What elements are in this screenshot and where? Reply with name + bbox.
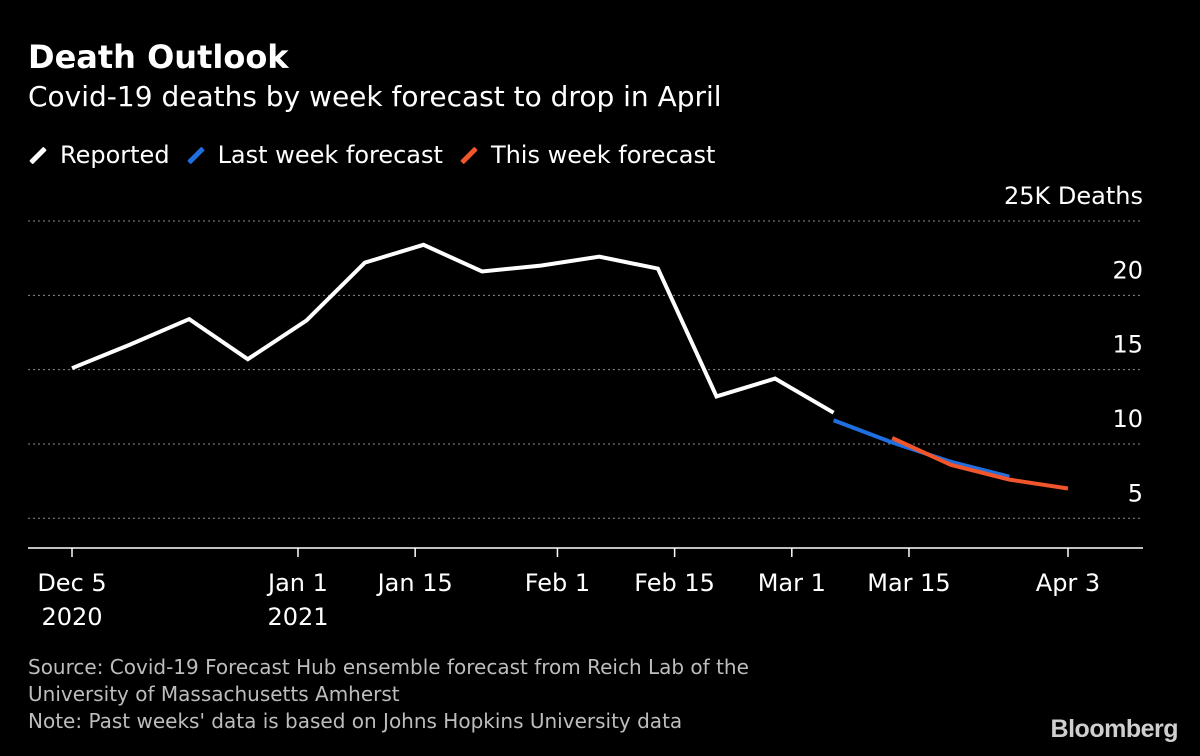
- chart-title: Death Outlook: [28, 38, 289, 76]
- series-line-this-week-forecast: [891, 436, 1069, 491]
- note-line: Note: Past weeks' data is based on Johns…: [28, 709, 683, 733]
- source-line-1: Source: Covid-19 Forecast Hub ensemble f…: [28, 655, 749, 679]
- x-tick-label: Jan 1: [266, 569, 328, 597]
- source-line-2: University of Massachusetts Amherst: [28, 682, 400, 706]
- legend-item-reported: Reported: [28, 141, 170, 169]
- x-tick-label: Apr 3: [1036, 569, 1100, 597]
- series-line-last-week-forecast: [832, 418, 1010, 479]
- legend-label-this-week-forecast: This week forecast: [490, 141, 716, 169]
- x-tick-label: Feb 15: [634, 569, 715, 597]
- legend-label-last-week-forecast: Last week forecast: [217, 141, 443, 169]
- x-tick-label: Mar 1: [758, 569, 826, 597]
- chart-subtitle: Covid-19 deaths by week forecast to drop…: [28, 80, 722, 113]
- chart-legend: Reported Last week forecast This week fo…: [28, 138, 731, 172]
- x-tick-label: Feb 1: [525, 569, 590, 597]
- chart-footer: Source: Covid-19 Forecast Hub ensemble f…: [28, 654, 749, 735]
- series-line-reported: [71, 242, 835, 415]
- x-tick-sublabel: 2020: [41, 603, 102, 631]
- y-tick-label: 10: [1112, 405, 1143, 433]
- legend-label-reported: Reported: [60, 141, 170, 169]
- y-tick-label: 15: [1112, 331, 1143, 359]
- x-tick-label: Dec 5: [37, 569, 106, 597]
- x-tick-sublabel: 2021: [267, 603, 328, 631]
- bloomberg-logo: Bloomberg: [1050, 715, 1179, 743]
- legend-item-last-week-forecast: Last week forecast: [186, 141, 443, 169]
- legend-item-this-week-forecast: This week forecast: [459, 141, 715, 169]
- y-tick-label: 5: [1128, 479, 1143, 507]
- x-tick-label: Jan 15: [376, 569, 453, 597]
- y-tick-label: 25K Deaths: [1004, 182, 1143, 210]
- x-tick-label: Mar 15: [867, 569, 950, 597]
- y-tick-label: 20: [1112, 256, 1143, 284]
